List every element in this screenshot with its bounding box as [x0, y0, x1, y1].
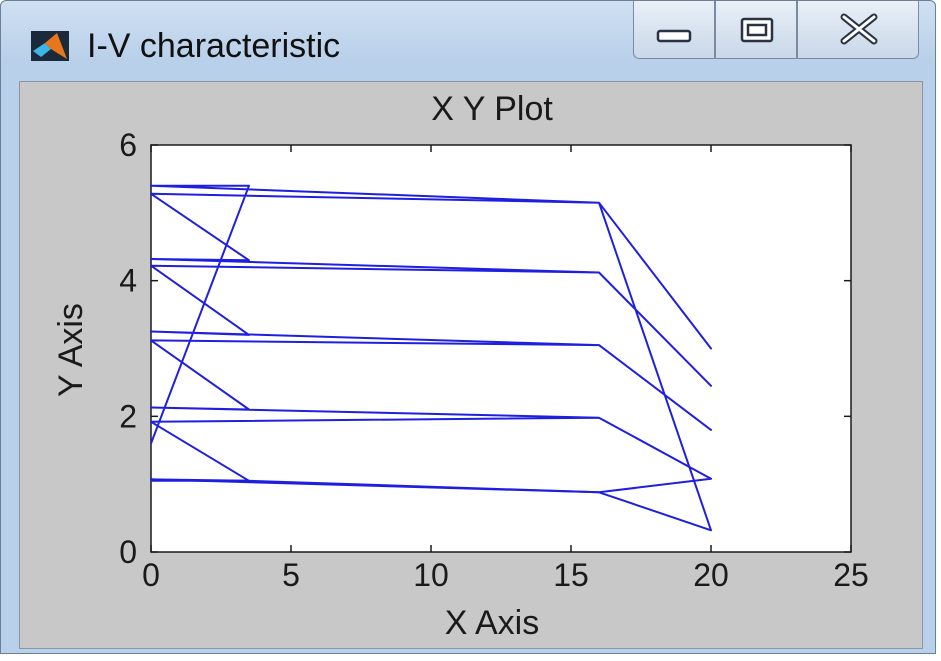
- y-tick-label: 2: [119, 398, 137, 434]
- x-tick-label: 0: [142, 557, 160, 593]
- figure-client-area: X Y Plot 0 5 10 15 20 25 0 2 4 6 X Axis Y Axis: [19, 81, 923, 649]
- x-tick-label: 15: [553, 557, 589, 593]
- chart-title: X Y Plot: [431, 90, 553, 128]
- minimize-icon: [656, 29, 692, 43]
- plot-area: [150, 144, 852, 553]
- x-tick-label: 5: [282, 557, 300, 593]
- y-tick-label: 0: [119, 534, 137, 570]
- minimize-button[interactable]: [633, 1, 715, 59]
- maximize-button[interactable]: [715, 1, 797, 59]
- title-bar[interactable]: I-V characteristic: [1, 1, 935, 81]
- window-controls: [633, 1, 923, 63]
- x-axis-label: X Axis: [445, 604, 539, 642]
- x-tick-label: 10: [413, 557, 449, 593]
- y-tick-label: 4: [119, 263, 137, 299]
- y-axis-label: Y Axis: [52, 303, 90, 397]
- series-lines: [150, 184, 712, 532]
- x-tick-label: 25: [833, 557, 869, 593]
- close-icon: [840, 13, 878, 45]
- xy-plot-chart: X Y Plot 0 5 10 15 20 25 0 2 4 6 X Axis Y Axis: [52, 90, 869, 642]
- axis-ticks: 0 5 10 15 20 25 0 2 4 6: [119, 127, 869, 593]
- x-tick-label: 20: [693, 557, 729, 593]
- close-button[interactable]: [797, 1, 919, 59]
- matlab-logo-icon: [31, 31, 69, 61]
- y-tick-label: 6: [119, 127, 137, 163]
- maximize-icon: [740, 17, 774, 43]
- series-line-2: [151, 477, 712, 494]
- series-line-1: [150, 184, 712, 532]
- window-title: I-V characteristic: [87, 27, 341, 65]
